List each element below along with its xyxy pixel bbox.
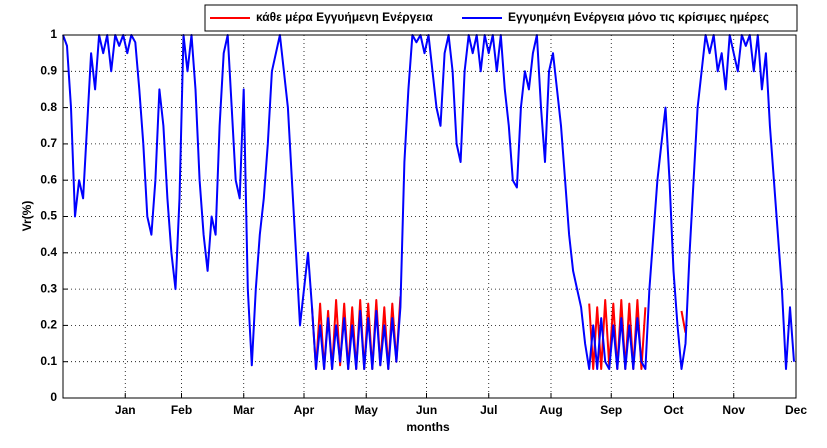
x-tick-label: Jan (115, 403, 136, 417)
legend-label: κάθε μέρα Εγγυήμενη Ενέργεια (256, 10, 433, 24)
x-tick-label: Sep (600, 403, 622, 417)
x-tick-label: Apr (294, 403, 315, 417)
x-tick-label: Feb (171, 403, 192, 417)
y-tick-label: 0.8 (40, 100, 57, 114)
x-tick-label: Aug (539, 403, 562, 417)
legend-label: Εγγυημένη Ενέργεια μόνο τις κρίσιμες ημέ… (508, 10, 769, 24)
x-tick-label: Jul (480, 403, 497, 417)
x-axis-label: months (406, 420, 450, 434)
y-tick-label: 0.9 (40, 63, 57, 77)
y-tick-label: 0.2 (40, 318, 57, 332)
y-tick-label: 0.4 (40, 245, 57, 259)
y-tick-label: 0.5 (40, 209, 57, 223)
y-tick-label: 0.1 (40, 354, 57, 368)
x-tick-label: Mar (233, 403, 255, 417)
x-tick-label: Nov (722, 403, 745, 417)
y-tick-label: 0 (50, 390, 57, 404)
y-tick-label: 1 (50, 27, 57, 41)
x-tick-label: Oct (663, 403, 683, 417)
y-tick-label: 0.3 (40, 281, 57, 295)
plot-frame (62, 34, 797, 399)
y-tick-label: 0.7 (40, 136, 57, 150)
x-tick-label: Dec (785, 403, 807, 417)
x-tick-label: Jun (416, 403, 437, 417)
y-tick-label: 0.6 (40, 172, 57, 186)
y-axis-label: Vr(%) (20, 201, 34, 232)
x-tick-label: May (355, 403, 379, 417)
